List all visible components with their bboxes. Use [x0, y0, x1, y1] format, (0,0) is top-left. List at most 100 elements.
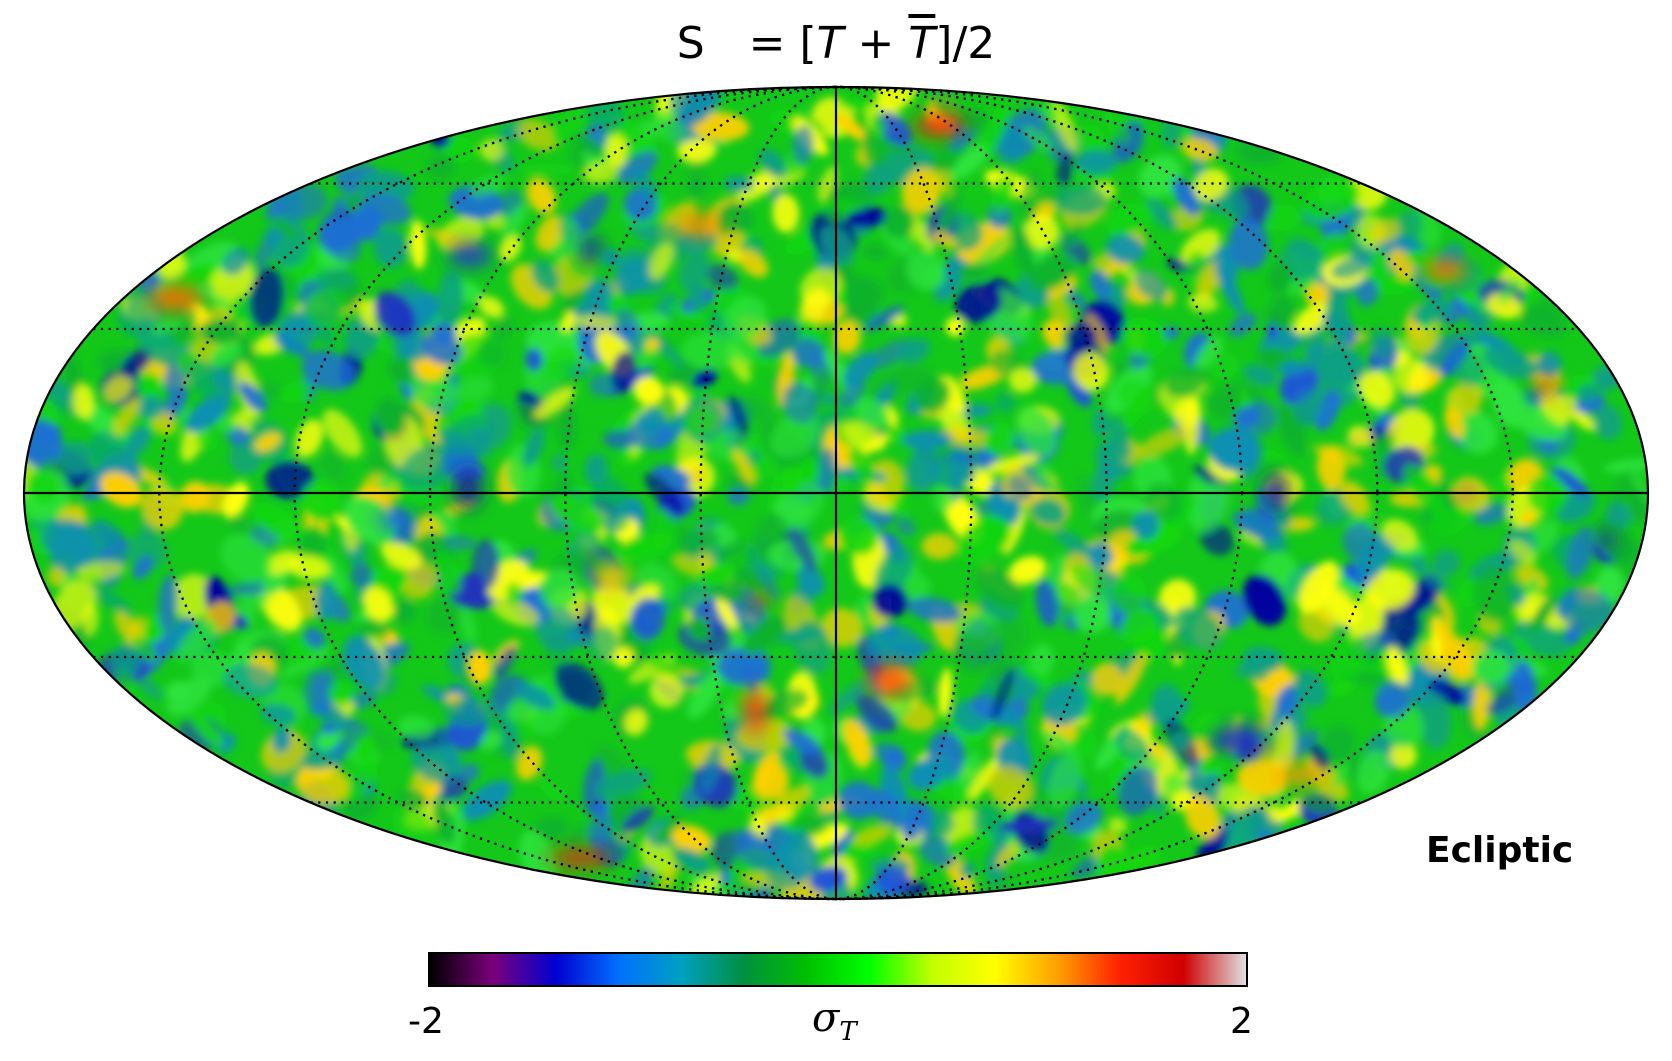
fluctuation-blob — [624, 708, 648, 736]
fluctuation-blob — [987, 204, 1012, 229]
fluctuation-blob — [776, 352, 795, 407]
fluctuation-blob — [737, 249, 769, 278]
fluctuation-blob — [1072, 352, 1110, 391]
fluctuation-blob — [752, 750, 780, 790]
fluctuation-blob — [505, 582, 523, 605]
fluctuation-blob — [356, 170, 415, 203]
fluctuation-blob — [315, 581, 337, 622]
fluctuation-blob — [378, 473, 394, 490]
fluctuation-blob — [591, 475, 631, 533]
fluctuation-blob — [515, 682, 556, 710]
fluctuation-blob — [948, 443, 965, 503]
fluctuation-blob — [513, 401, 555, 429]
fluctuation-blob — [883, 206, 915, 239]
fluctuation-blob — [1172, 398, 1202, 429]
fluctuation-blob — [533, 387, 575, 419]
fluctuation-blob — [874, 545, 914, 597]
fluctuation-blob — [561, 311, 576, 332]
fluctuation-blob — [686, 177, 710, 198]
fluctuation-blob — [996, 842, 1018, 868]
title-t-bar: T — [908, 18, 936, 69]
fluctuation-blob — [838, 516, 879, 556]
fluctuation-blob — [1520, 306, 1565, 339]
fluctuation-blob — [1340, 480, 1370, 515]
fluctuation-blob — [959, 861, 976, 879]
feature-spot — [548, 850, 612, 866]
fluctuation-blob — [694, 563, 736, 587]
fluctuation-blob — [1120, 317, 1168, 358]
fluctuation-blob — [630, 597, 666, 640]
fluctuation-blob — [657, 508, 679, 563]
fluctuation-blob — [425, 597, 463, 635]
fluctuation-blob — [770, 412, 820, 458]
fluctuation-blob — [397, 788, 428, 811]
fluctuation-blob — [1125, 526, 1182, 557]
fluctuation-blob — [315, 670, 336, 716]
fluctuation-blob — [280, 647, 331, 679]
fluctuation-blob — [1330, 254, 1374, 280]
fluctuation-blob — [26, 470, 59, 504]
fluctuation-blob — [1242, 365, 1278, 386]
fluctuation-blob — [76, 561, 126, 581]
fluctuation-blob — [1375, 277, 1415, 295]
fluctuation-blob — [433, 801, 456, 845]
fluctuation-blob — [1444, 407, 1465, 439]
fluctuation-blob — [1557, 589, 1615, 632]
fluctuation-blob — [185, 392, 231, 433]
fluctuation-blob — [739, 656, 760, 694]
fluctuation-blob — [1242, 646, 1284, 673]
fluctuation-blob — [870, 114, 886, 139]
fluctuation-blob — [833, 320, 861, 355]
fluctuation-blob — [1147, 742, 1168, 760]
fluctuation-blob — [901, 815, 921, 842]
fluctuation-blob — [285, 637, 313, 665]
fluctuation-blob — [1066, 288, 1088, 310]
fluctuation-blob — [132, 555, 154, 580]
fluctuation-blob — [1264, 309, 1289, 330]
fluctuation-blob — [573, 133, 604, 156]
fluctuation-blob — [603, 249, 620, 267]
fluctuation-blob — [1565, 526, 1595, 580]
fluctuation-blob — [864, 245, 888, 260]
feature-spot — [1598, 530, 1614, 550]
fluctuation-blob — [538, 778, 569, 804]
fluctuation-blob — [781, 461, 803, 495]
fluctuation-blob — [468, 650, 492, 684]
fluctuation-blob — [39, 424, 62, 443]
fluctuation-blob — [478, 296, 505, 319]
fluctuation-blob — [41, 518, 87, 556]
fluctuation-blob — [259, 583, 302, 632]
fluctuation-blob — [949, 125, 975, 151]
fluctuation-blob — [1472, 564, 1517, 623]
fluctuation-blob — [398, 560, 437, 600]
fluctuation-blob — [1092, 408, 1109, 438]
fluctuation-blob — [228, 514, 251, 536]
fluctuation-blob — [1355, 278, 1379, 307]
fluctuation-blob — [362, 586, 394, 622]
fluctuation-blob — [641, 325, 684, 367]
fluctuation-blob — [1571, 410, 1596, 431]
fluctuation-blob — [772, 194, 800, 233]
fluctuation-blob — [995, 392, 1016, 413]
fluctuation-blob — [1173, 606, 1223, 651]
fluctuation-blob — [305, 287, 346, 328]
fluctuation-blob — [1272, 719, 1295, 778]
fluctuation-blob — [648, 242, 674, 280]
fluctuation-blob — [1393, 357, 1430, 395]
fluctuation-blob — [1056, 185, 1107, 216]
fluctuation-blob — [1036, 462, 1057, 494]
fluctuation-blob — [171, 573, 214, 620]
fluctuation-blob — [209, 342, 242, 367]
fluctuation-blob — [1309, 743, 1330, 771]
fluctuation-blob — [165, 680, 191, 703]
fluctuation-blob — [458, 280, 483, 304]
fluctuation-blob — [674, 848, 712, 874]
fluctuation-blob — [58, 440, 94, 475]
fluctuation-blob — [1164, 366, 1208, 398]
fluctuation-blob — [1370, 329, 1398, 360]
fluctuation-blob — [855, 693, 898, 732]
fluctuation-blob — [987, 765, 1033, 809]
fluctuation-blob — [1293, 388, 1329, 425]
fluctuation-blob — [344, 496, 396, 546]
fluctuation-blob — [839, 378, 866, 409]
